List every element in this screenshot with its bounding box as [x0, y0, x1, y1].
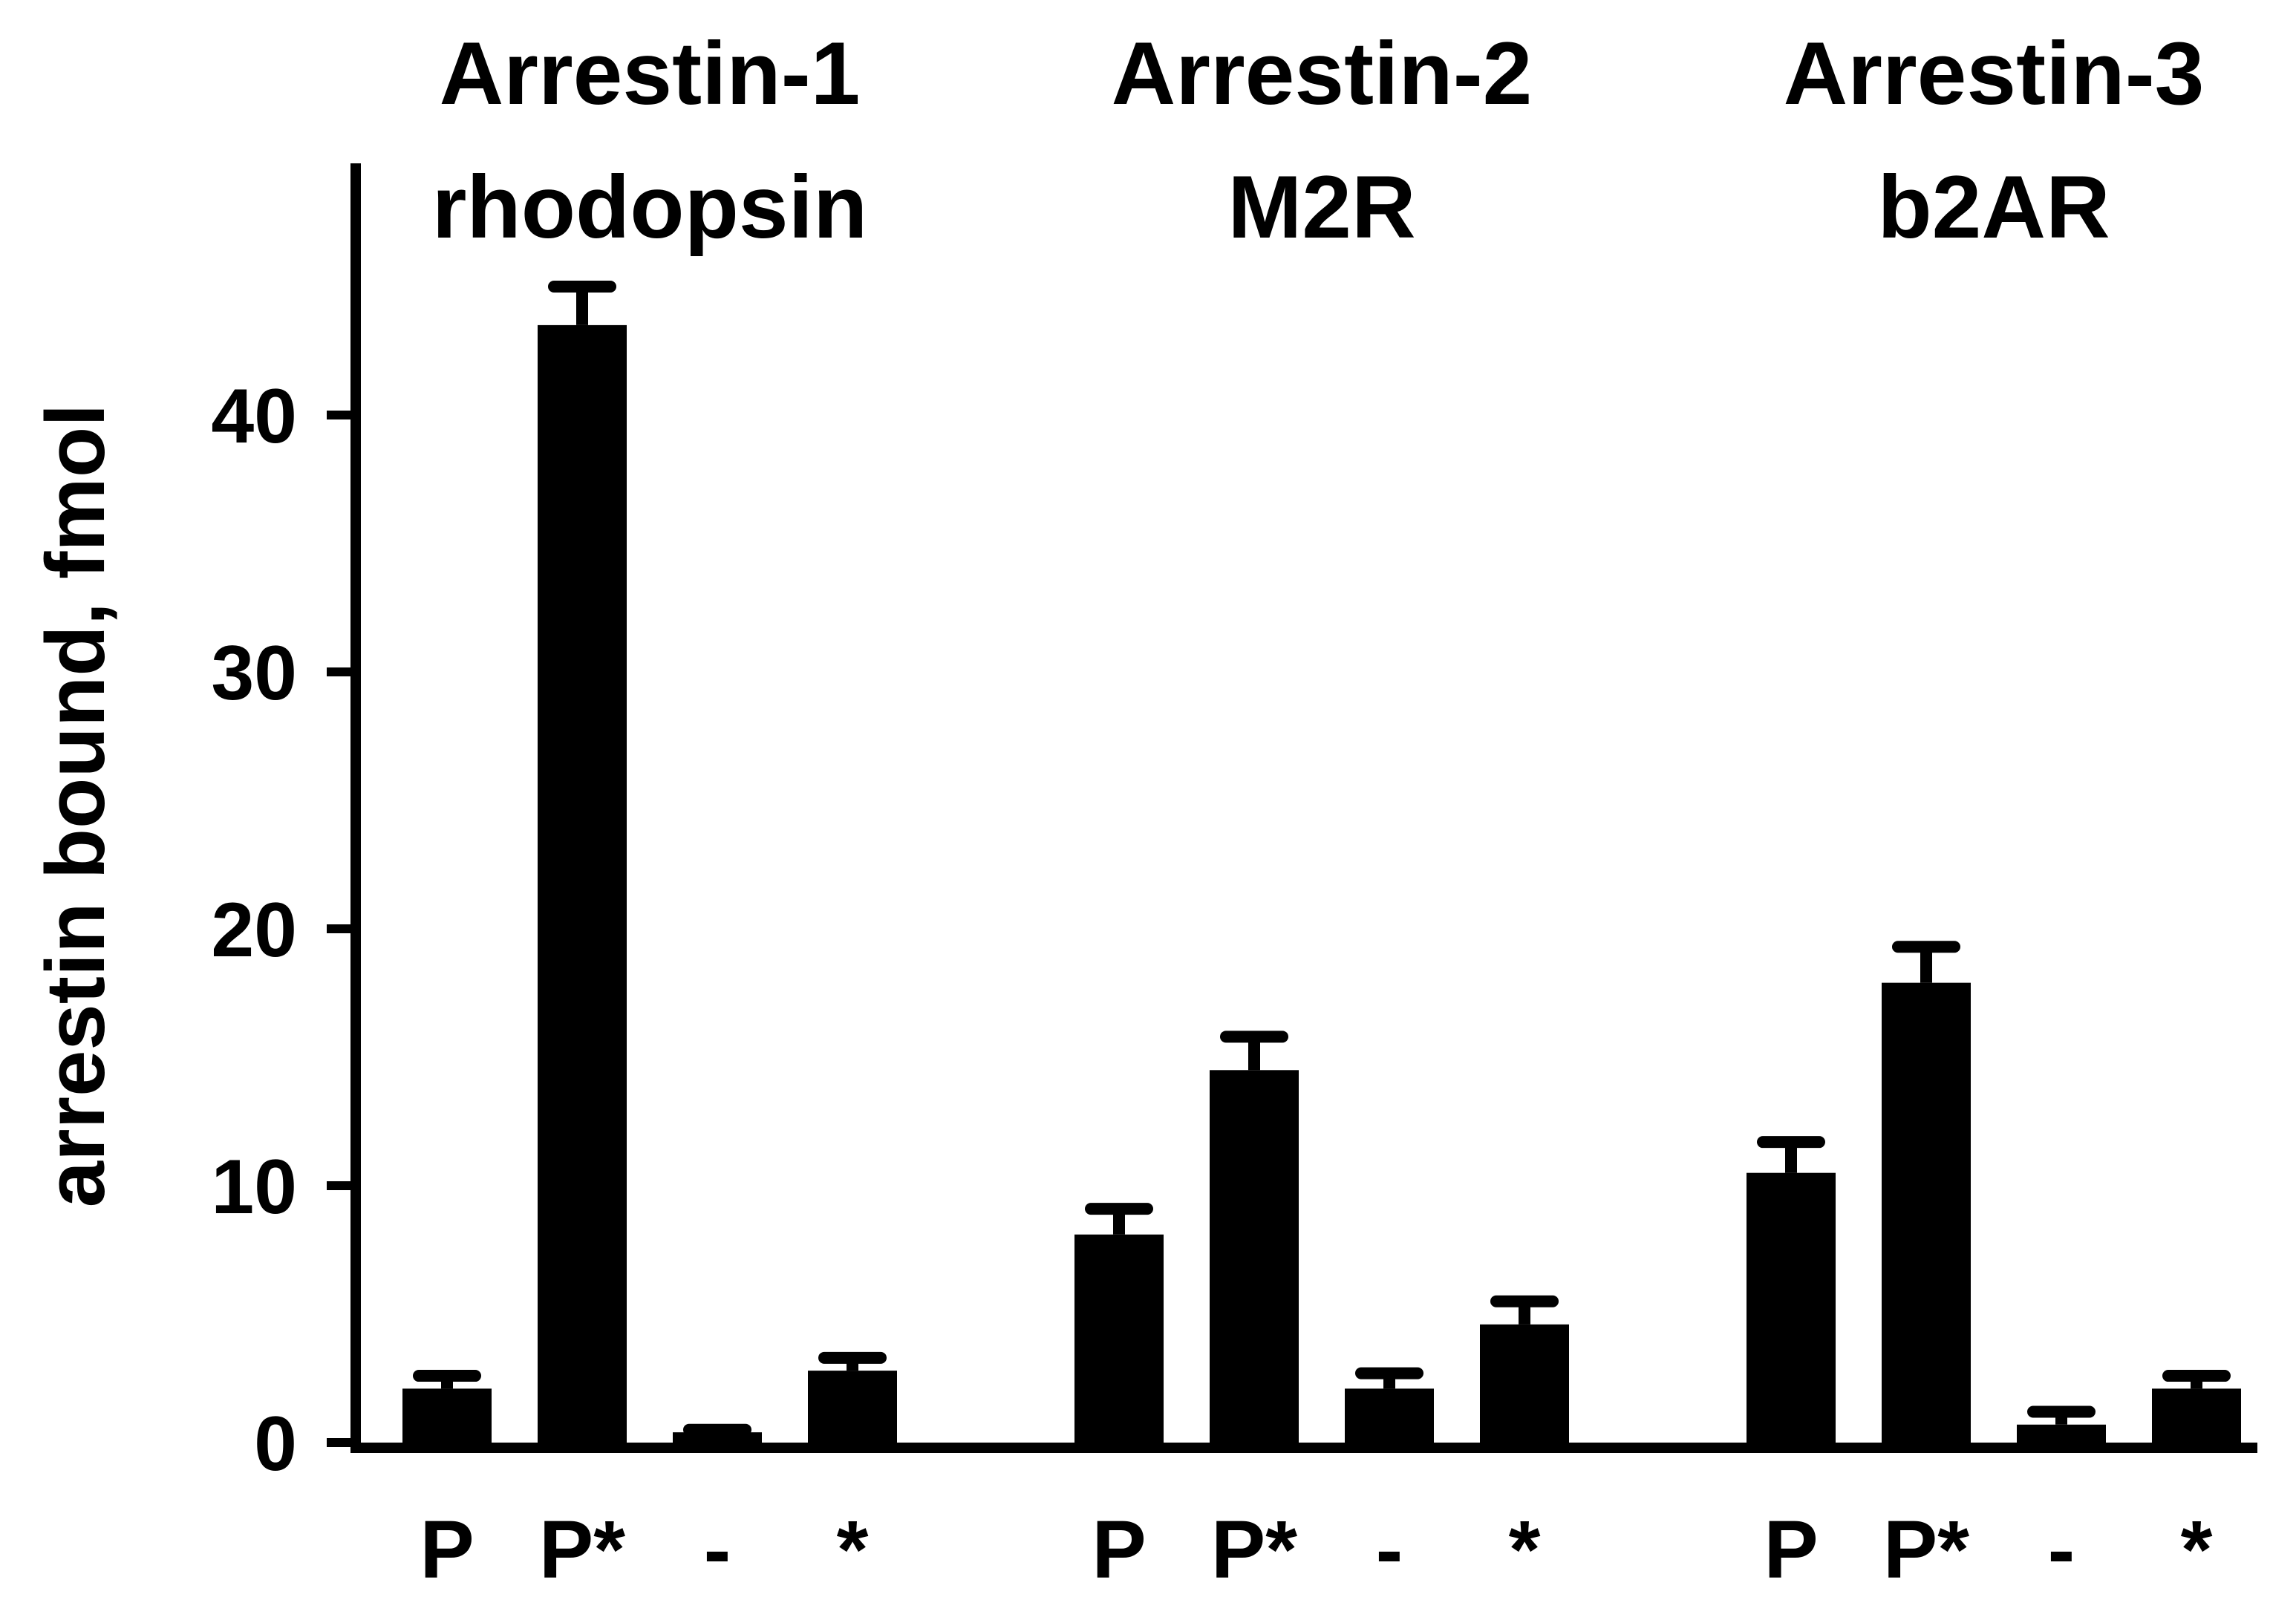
x-tick-label: P [1092, 1504, 1146, 1596]
x-tick-label: P* [1883, 1504, 1969, 1596]
x-tick-label: - [2048, 1504, 2075, 1596]
bar [402, 1388, 492, 1443]
group-title: Arrestin-2 [1112, 24, 1533, 123]
x-tick-label: * [837, 1504, 869, 1596]
y-tick-label: 0 [254, 1401, 297, 1487]
x-tick-label: P [420, 1504, 474, 1596]
y-tick-label: 30 [211, 630, 297, 716]
axes [350, 163, 2257, 1453]
x-tick-label: P* [539, 1504, 625, 1596]
y-axis-label: arrestin bound, fmol [29, 404, 122, 1208]
x-tick-label: P [1764, 1504, 1818, 1596]
bar [1747, 1172, 1836, 1443]
bar [1345, 1388, 1434, 1443]
x-tick-label: * [2181, 1504, 2213, 1596]
bar [1882, 982, 1971, 1443]
x-tick-labels: P P* - * P P* - * P P* - * [420, 1504, 2212, 1596]
bar [1210, 1070, 1299, 1443]
bar [808, 1371, 897, 1443]
group-subtitle: rhodopsin [432, 157, 868, 257]
group-titles: Arrestin-1 rhodopsin Arrestin-2 M2R Arrestin… [432, 24, 2205, 257]
group-subtitle: b2AR [1877, 157, 2110, 257]
y-tick-label: 20 [211, 887, 297, 973]
bar [538, 324, 627, 1443]
group-title: Arrestin-3 [1784, 24, 2205, 123]
group-title: Arrestin-1 [440, 24, 861, 123]
y-ticks: 0 10 20 30 40 [211, 373, 356, 1487]
bar [2017, 1424, 2106, 1443]
x-tick-label: P* [1211, 1504, 1297, 1596]
x-tick-label: * [1509, 1504, 1541, 1596]
error-bars [413, 281, 2231, 1436]
y-tick-label: 40 [211, 373, 297, 460]
bar [2152, 1388, 2241, 1443]
bars [402, 324, 2241, 1443]
bar [1480, 1324, 1569, 1443]
x-tick-label: - [1376, 1504, 1403, 1596]
x-tick-label: - [704, 1504, 731, 1596]
y-tick-label: 10 [211, 1144, 297, 1230]
group-subtitle: M2R [1227, 157, 1415, 257]
bar [1074, 1234, 1164, 1443]
